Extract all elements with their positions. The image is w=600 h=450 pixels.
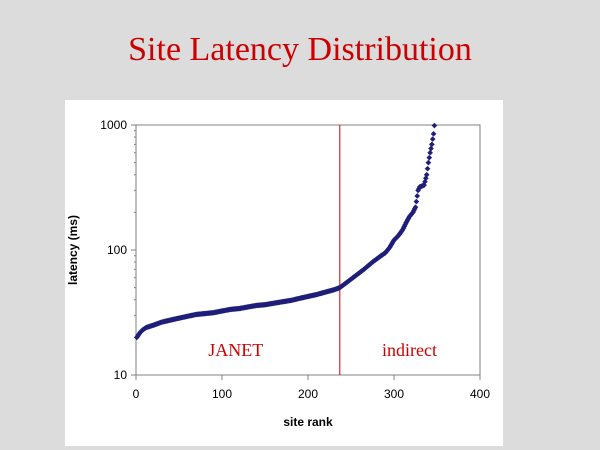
data-point [427, 149, 433, 156]
x-tick-label: 400 [470, 387, 490, 401]
y-axis-ticks: 10 100 1000 [100, 118, 136, 382]
region-labels: JANET indirect [208, 340, 437, 360]
y-tick-label: 1000 [100, 118, 127, 132]
region-label: JANET [208, 340, 263, 360]
y-axis-label: latency (ms) [66, 215, 80, 285]
data-point [425, 159, 432, 166]
y-tick-label: 10 [114, 368, 128, 382]
data-point [429, 141, 435, 148]
x-tick-label: 200 [298, 387, 318, 401]
region-label: indirect [382, 340, 437, 360]
x-tick-label: 0 [133, 387, 140, 401]
x-axis-ticks: 0 100 200 300 400 [133, 375, 490, 401]
x-axis-label: site rank [283, 415, 333, 429]
x-tick-label: 100 [212, 387, 232, 401]
data-point [414, 193, 421, 199]
x-tick-label: 300 [384, 387, 404, 401]
data-point [426, 154, 433, 161]
data-point [413, 198, 420, 205]
latency-chart: 10 100 1000 0 100 200 300 400 JANET indirect si… [66, 118, 490, 429]
slide-title: Site Latency Distribution [128, 31, 472, 68]
data-point [430, 130, 437, 137]
data-point [424, 165, 431, 172]
data-points [134, 122, 438, 341]
data-point [429, 136, 436, 142]
data-point [431, 122, 438, 129]
y-tick-label: 100 [107, 243, 127, 257]
data-point [412, 204, 419, 211]
chart-panel: 10 100 1000 0 100 200 300 400 JANET indirect si… [65, 100, 503, 446]
data-point [428, 145, 434, 152]
data-point [423, 171, 430, 178]
